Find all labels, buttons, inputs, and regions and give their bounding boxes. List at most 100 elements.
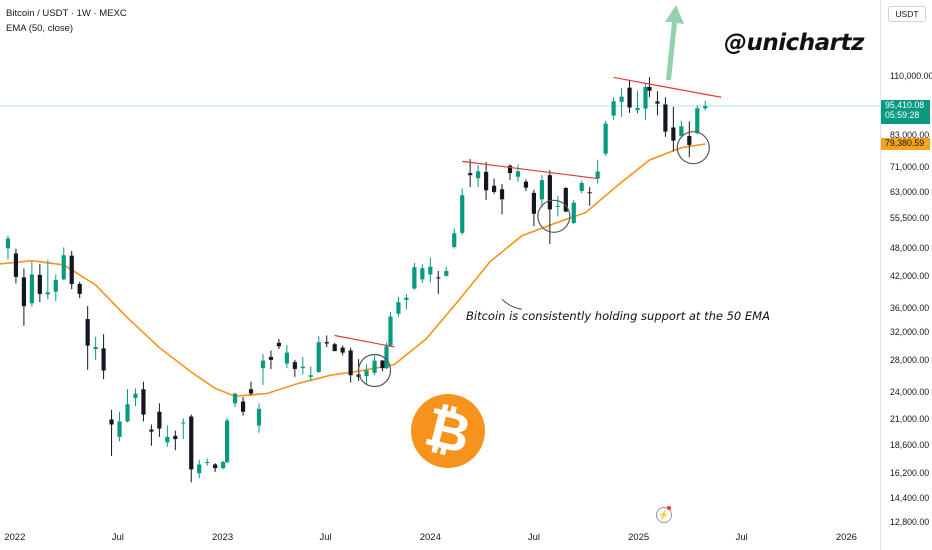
chart-area[interactable] [0,0,880,525]
candle-body [248,389,254,394]
candle-body [404,297,409,300]
candle-body [627,87,632,108]
flash-icon[interactable]: ⚡ [656,507,672,523]
price-tick-label: 48,000.00 [890,243,930,254]
candle-body [37,274,42,294]
price-tick-label: 18,600.00 [890,439,930,450]
candle-body [5,238,11,249]
candle-body [324,342,329,344]
last-price-value: 95,410.08 [885,99,925,110]
candle-body [619,96,624,102]
candle-body [444,271,449,276]
candle-body [356,374,361,377]
candle-body [539,180,544,200]
price-tick-label: 32,000.00 [890,327,930,338]
candle-body [547,175,552,210]
candle-body [679,126,684,137]
ema-value-tag: 79,380.59 [881,138,930,151]
price-tick-label: 36,000.00 [890,302,930,313]
candle-body [611,101,616,116]
candle-body [225,420,230,463]
price-tick-label: 55,500.00 [890,213,930,224]
candle-body [213,464,218,469]
candle-body [396,302,401,314]
candle-body [412,267,417,289]
candle-body [77,283,82,294]
candle-body [635,107,640,111]
candle-body [340,347,345,353]
candle-body [240,401,246,412]
candle-body [603,123,608,154]
candle-body [85,319,90,346]
candle-body [93,346,98,350]
watermark: @unichartz [724,30,864,56]
price-scale[interactable] [880,0,932,550]
price-tick-label: 24,000.00 [890,386,930,397]
candle-body [101,348,106,371]
candle-body [452,233,457,247]
candle-body [69,255,74,284]
price-tick-label: 71,000.00 [890,162,930,173]
candle-body [221,462,226,469]
candle-body [53,279,58,292]
price-tick-label: 83,000.00 [890,129,930,140]
candle-body [205,462,210,464]
candle-body [372,360,377,373]
candle-body [428,266,433,275]
price-chart[interactable] [0,0,880,525]
candle-body [45,292,50,295]
annotation-pointer [501,299,523,310]
candle-body [655,101,660,104]
candle-body [499,189,505,200]
candle-body [703,105,708,109]
candle-body [133,393,138,398]
currency-button[interactable]: USDT [888,6,926,22]
candle-body [476,171,481,179]
price-tick-label: 42,000.00 [890,270,930,281]
legend-title[interactable]: Bitcoin / USDT · 1W · MEXC [6,8,127,19]
candle-body [571,202,576,224]
candle-body [563,188,568,212]
candle-body [388,316,393,346]
annotation-text: Bitcoin is consistently holding support … [466,309,770,323]
resistance-line [613,76,722,98]
candle-body [332,344,337,352]
candle-body [587,192,592,194]
candle-body [125,404,130,422]
time-tick-label: 2025 [628,532,650,543]
candle-body [671,127,676,141]
price-tick-label: 28,000.00 [890,354,930,365]
candle-body [380,360,385,369]
time-tick-label: Jul [735,532,748,543]
legend-indicator[interactable]: EMA (50, close) [6,23,74,34]
candle-body [61,255,66,280]
candle-body [232,393,238,404]
candle-body [181,422,186,424]
candle-body [507,165,513,174]
candle-body [29,274,34,304]
candle-body [484,171,489,191]
candle-body [348,350,353,376]
candle-body [436,277,441,279]
candle-body [189,416,194,470]
candle-body [268,356,274,360]
candle-body [647,86,652,91]
candle-body [157,411,162,429]
support-circle [357,353,392,388]
time-tick-label: Jul [319,532,332,543]
candle-body [284,352,289,364]
candle-body [695,108,700,134]
price-tick-label: 21,000.00 [890,414,930,425]
up-arrow-icon [665,5,684,80]
resistance-line [462,160,598,180]
price-tick-label: 16,200.00 [890,468,930,479]
candle-body [141,389,146,415]
resistance-line [334,334,395,348]
time-tick-label: Jul [527,532,540,543]
candle-body [491,185,497,192]
candle-body [663,104,668,132]
candle-body [173,435,178,440]
time-tick-label: 2022 [4,532,26,543]
last-price-tag: 95,410.08 05:59:28 [881,99,930,124]
candle-body [460,195,465,233]
